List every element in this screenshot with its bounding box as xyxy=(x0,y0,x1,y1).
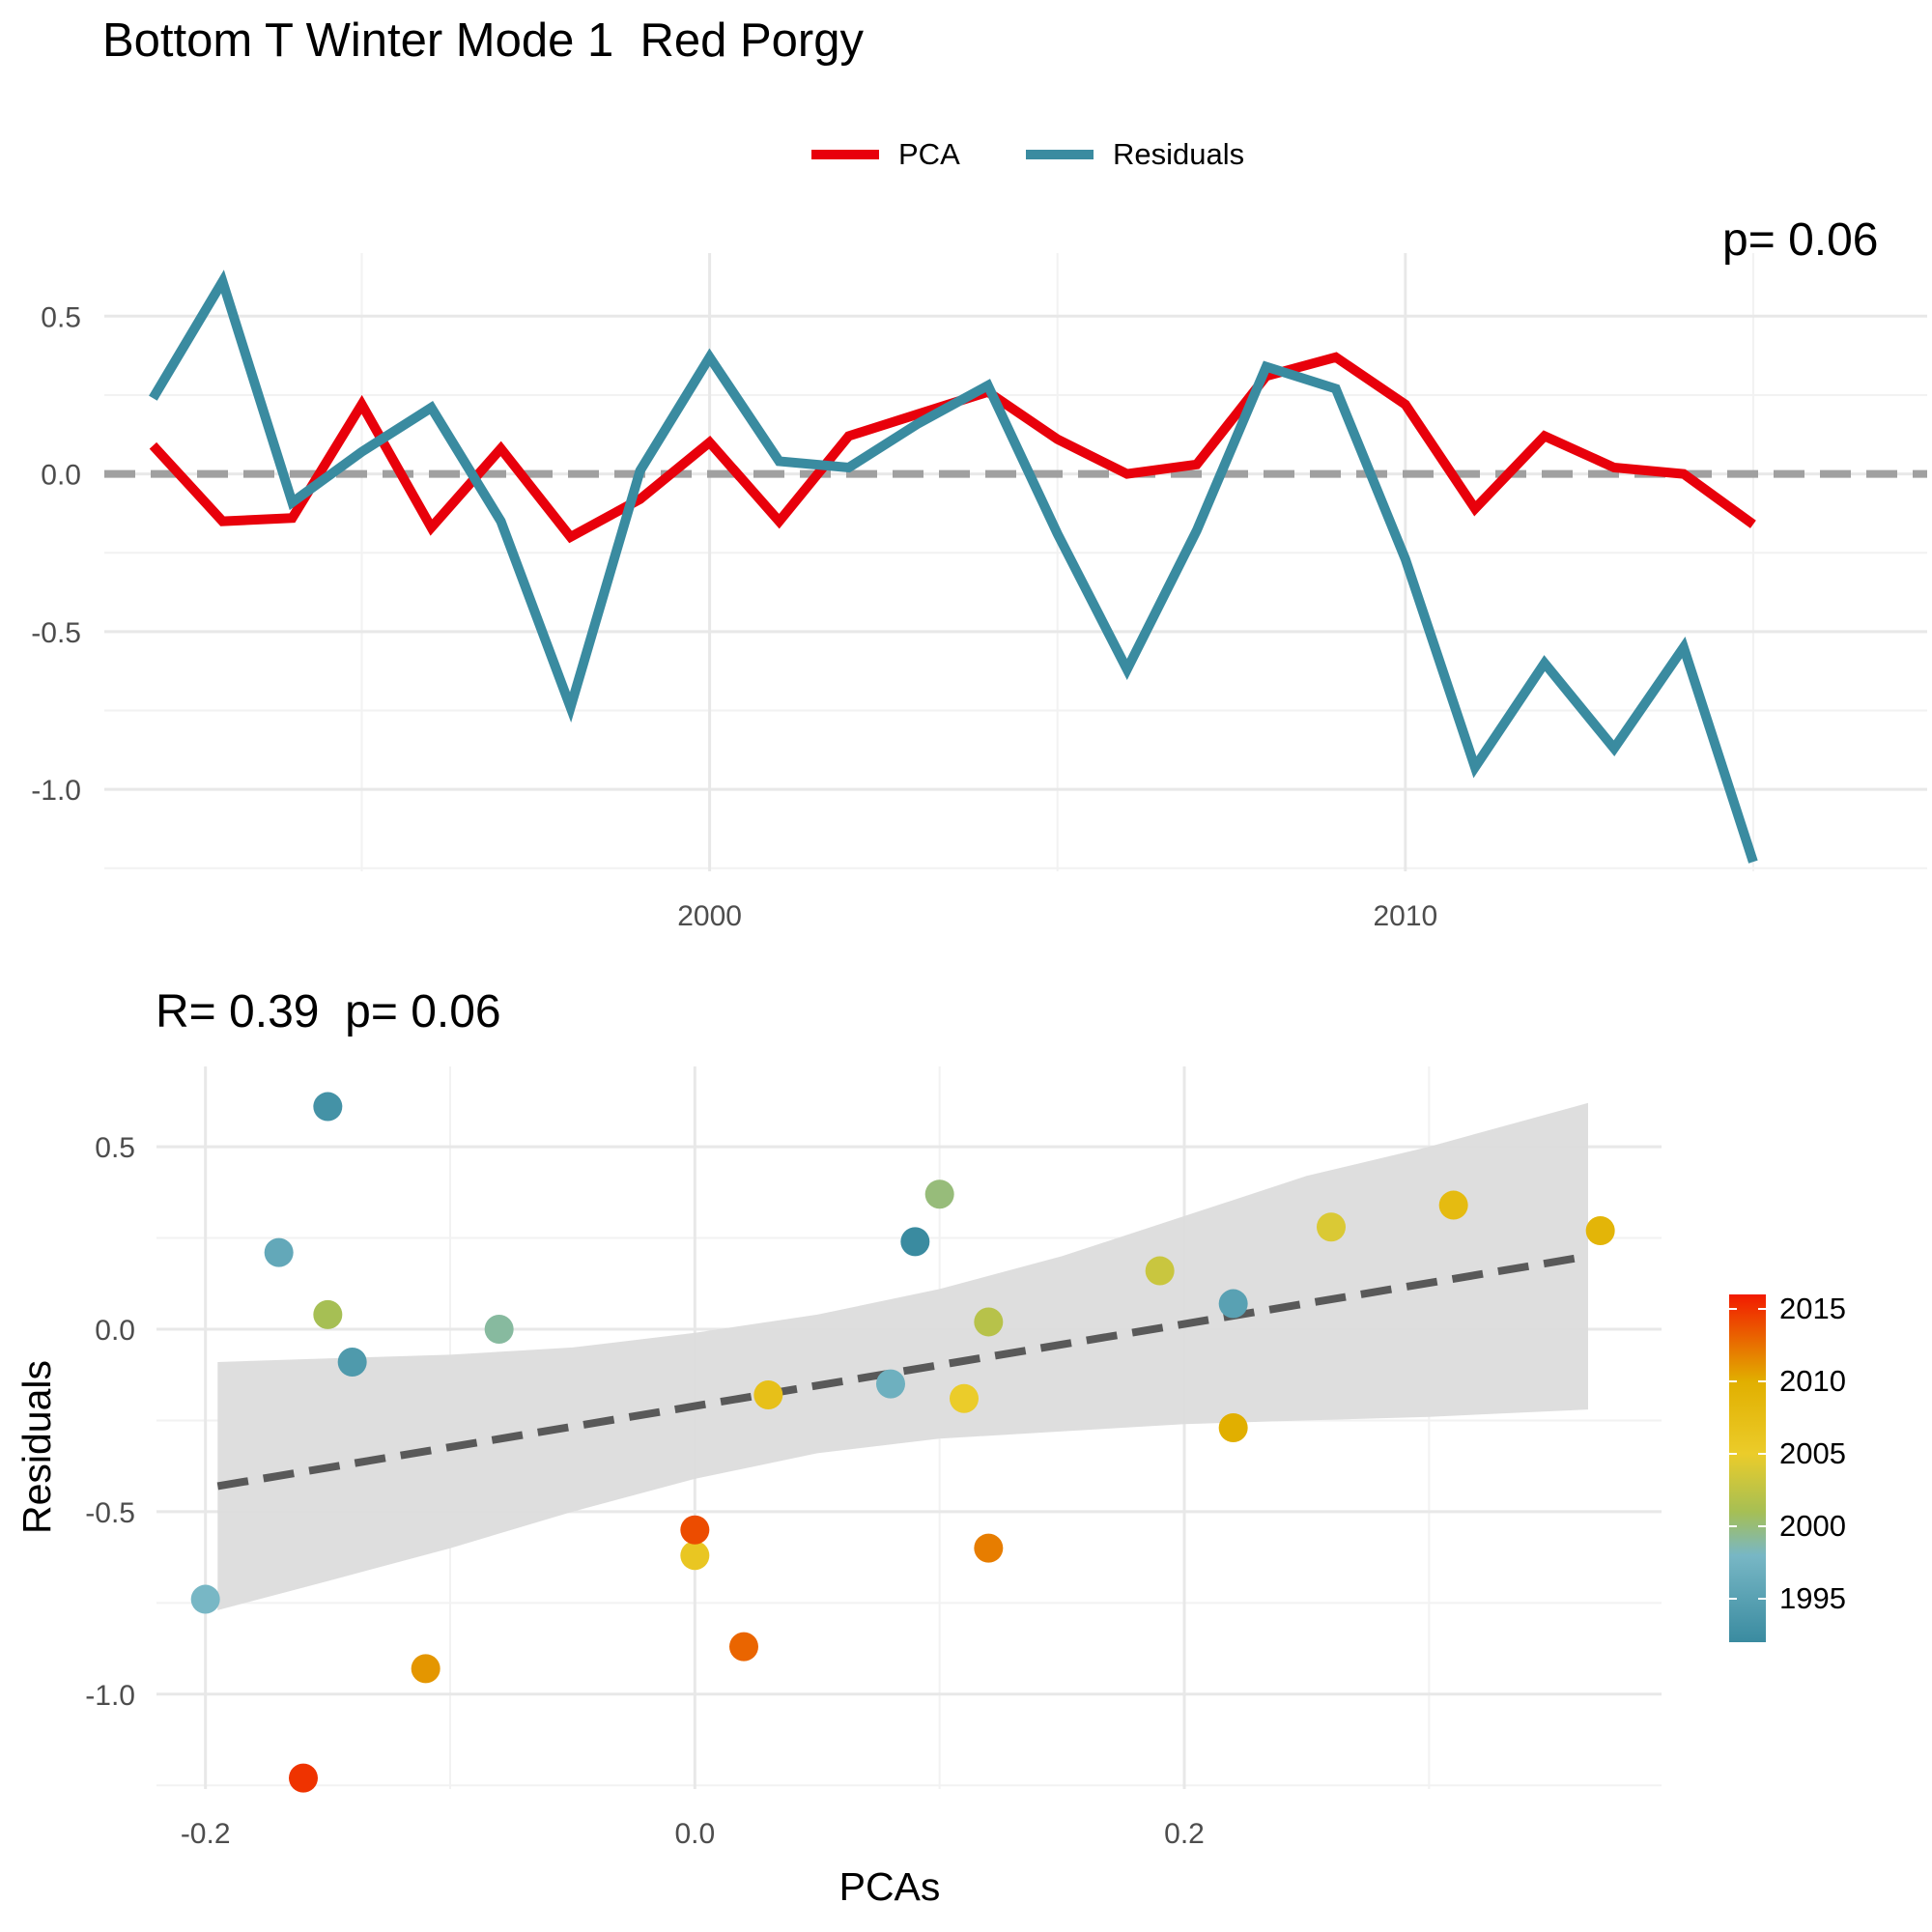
colorbar-tick xyxy=(1758,1525,1766,1527)
scatter-point xyxy=(337,1348,367,1377)
year-colorbar: 2015 2010 2005 2000 1995 xyxy=(1729,1292,1922,1652)
x-tick-label: 2000 xyxy=(677,900,742,932)
scatter-point xyxy=(974,1533,1004,1563)
scatter-point xyxy=(411,1654,440,1684)
colorbar-gradient xyxy=(1729,1294,1766,1642)
y-tick-label: 0.0 xyxy=(95,1315,135,1347)
scatter-point xyxy=(950,1383,979,1413)
scatter-point xyxy=(680,1515,710,1545)
colorbar-tick xyxy=(1758,1308,1766,1310)
colorbar-tick xyxy=(1729,1598,1737,1600)
colorbar-tick-label: 2015 xyxy=(1779,1292,1846,1325)
legend-swatch-pca xyxy=(811,150,879,159)
scatter-point xyxy=(876,1369,905,1399)
scatter-point xyxy=(1218,1413,1248,1442)
colorbar-tick-label: 2000 xyxy=(1779,1509,1846,1543)
points xyxy=(190,1092,1615,1793)
colorbar-tick xyxy=(1758,1598,1766,1600)
scatter-point xyxy=(924,1179,954,1209)
colorbar-tick-label: 2010 xyxy=(1779,1364,1846,1398)
time-series-chart: 0.5 0.0 -0.5 -1.0 2000 2010 p= 0.06 xyxy=(31,222,1927,932)
scatter-point xyxy=(1218,1289,1248,1319)
colorbar-tick xyxy=(1758,1380,1766,1382)
scatter-point xyxy=(680,1541,710,1571)
scatter-chart: 0.5 0.0 -0.5 -1.0 -0.2 0.0 0.2 PCAs Residuals xyxy=(14,1066,1662,1909)
y-tick-label: -0.5 xyxy=(31,617,81,649)
x-tick-label: -0.2 xyxy=(181,1818,231,1850)
x-tick-label: 0.0 xyxy=(674,1818,715,1850)
colorbar-tick xyxy=(1729,1308,1737,1310)
y-tick-label: -0.5 xyxy=(85,1497,135,1529)
y-tick-label: 0.5 xyxy=(95,1132,135,1164)
colorbar-tick xyxy=(1729,1525,1737,1527)
scatter-point xyxy=(729,1632,758,1662)
y-tick-label: -1.0 xyxy=(31,775,81,807)
scatter-point xyxy=(1438,1190,1468,1220)
corner-annotation: p= 0.06 xyxy=(1722,222,1878,266)
scatter-point xyxy=(313,1092,343,1122)
legend-label-residuals: Residuals xyxy=(1113,137,1245,171)
colorbar-tick-label: 1995 xyxy=(1779,1581,1846,1615)
scatter-point xyxy=(1145,1256,1175,1286)
scatter-point xyxy=(900,1227,930,1257)
legend: PCA Residuals xyxy=(0,128,1932,182)
colorbar-tick xyxy=(1758,1453,1766,1455)
legend-swatch-residuals xyxy=(1026,150,1094,159)
legend-item-pca: PCA xyxy=(811,128,960,182)
y-tick-label: 0.0 xyxy=(41,460,81,492)
confidence-band xyxy=(217,1102,1588,1610)
y-tick-label: -1.0 xyxy=(85,1680,135,1712)
page-title: Bottom T Winter Mode 1 Red Porgy xyxy=(102,14,864,67)
scatter-point xyxy=(289,1763,318,1793)
x-axis-label: PCAs xyxy=(839,1864,941,1909)
scatter-point xyxy=(264,1237,294,1267)
y-axis-label: Residuals xyxy=(14,1360,59,1534)
scatter-point xyxy=(1585,1216,1615,1245)
series-line-pca xyxy=(149,352,1756,544)
scatter-point xyxy=(190,1584,220,1614)
x-tick-label: 2010 xyxy=(1373,900,1437,932)
series-line-residuals xyxy=(149,270,1758,864)
legend-item-residuals: Residuals xyxy=(1026,128,1244,182)
x-tick-label: 0.2 xyxy=(1164,1818,1205,1850)
colorbar-tick xyxy=(1729,1453,1737,1455)
colorbar-tick xyxy=(1729,1380,1737,1382)
legend-label-pca: PCA xyxy=(898,137,960,171)
y-tick-label: 0.5 xyxy=(41,301,81,333)
scatter-point xyxy=(1317,1212,1346,1242)
scatter-point xyxy=(484,1315,514,1344)
scatter-title: R= 0.39 p= 0.06 xyxy=(156,986,501,1037)
grid xyxy=(104,253,1927,871)
scatter-point xyxy=(313,1299,343,1329)
colorbar-tick-label: 2005 xyxy=(1779,1436,1846,1470)
scatter-point xyxy=(753,1380,783,1409)
scatter-point xyxy=(974,1307,1004,1337)
